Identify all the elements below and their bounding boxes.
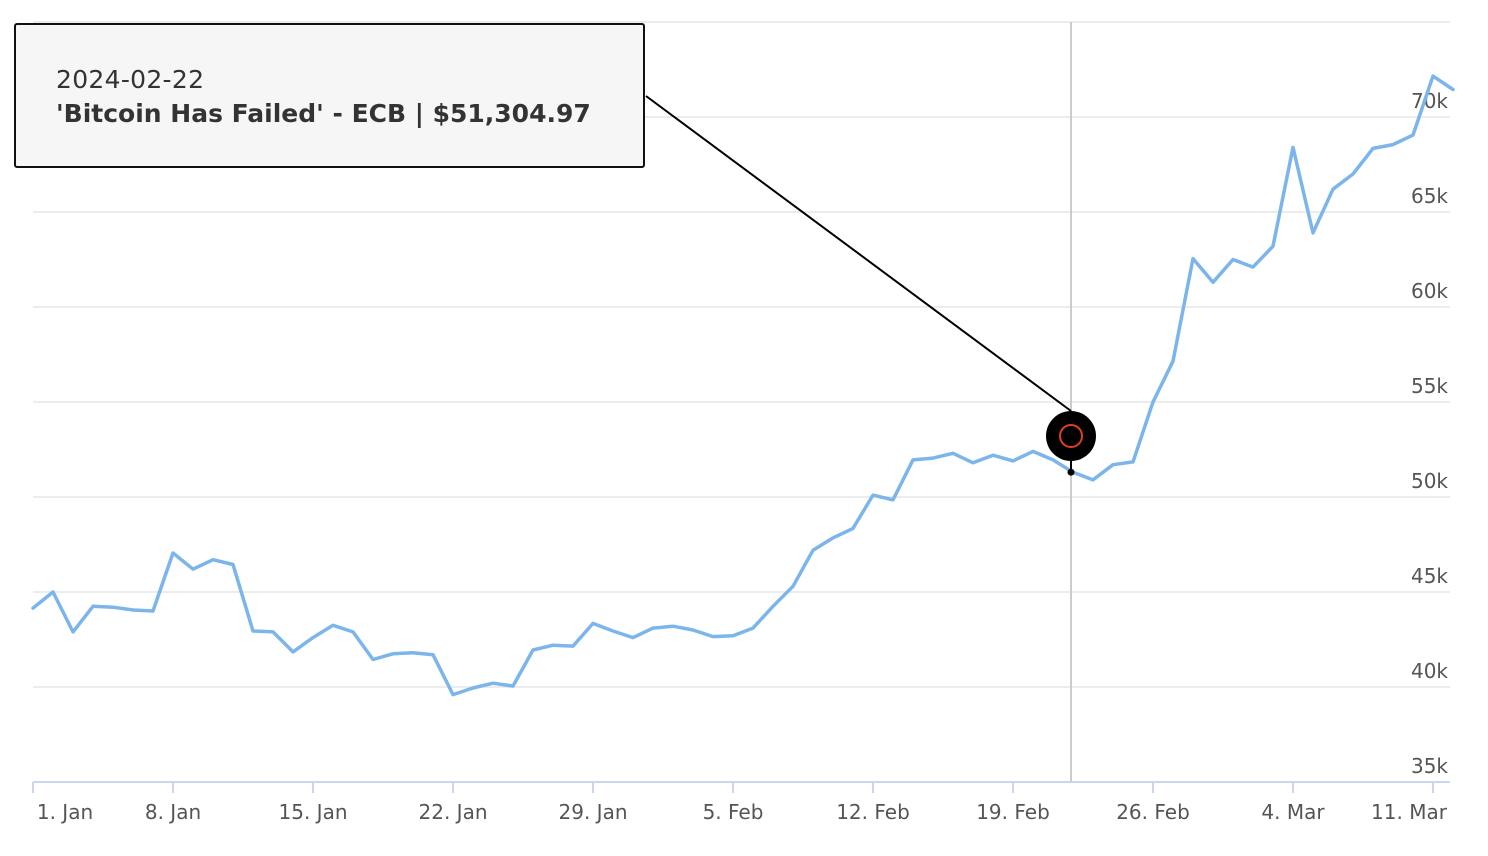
x-tick-label: 22. Jan	[419, 800, 488, 824]
price-series-line[interactable]	[31, 74, 1455, 697]
y-tick-label: 70k	[1411, 89, 1448, 113]
x-tick-label: 8. Jan	[145, 800, 201, 824]
x-tick-label: 19. Feb	[976, 800, 1050, 824]
x-tick-label: 29. Jan	[559, 800, 628, 824]
y-axis-labels: 35k 40k 45k 50k 55k 60k 65k 70k	[1411, 89, 1448, 778]
tooltip-headline: 'Bitcoin Has Failed' - ECB | $51,304.97	[56, 99, 591, 128]
annotation-connector-line	[645, 95, 1072, 412]
x-tick-label: 15. Jan	[279, 800, 348, 824]
x-tick-label: 1. Jan	[37, 800, 93, 824]
annotation-marker-ring-icon	[1059, 424, 1083, 448]
y-tick-label: 65k	[1411, 184, 1448, 208]
y-tick-label: 60k	[1411, 279, 1448, 303]
x-tick-label: 26. Feb	[1116, 800, 1190, 824]
y-tick-label: 45k	[1411, 564, 1448, 588]
x-axis-ticks	[32, 782, 1434, 793]
annotation-point-dot[interactable]	[1067, 468, 1075, 476]
x-tick-label: 11. Mar	[1371, 800, 1448, 824]
y-tick-label: 40k	[1411, 659, 1448, 683]
tooltip-date: 2024-02-22	[56, 65, 205, 94]
x-tick-label: 12. Feb	[836, 800, 910, 824]
annotation-marker-icon[interactable]	[1046, 411, 1096, 461]
y-tick-label: 35k	[1411, 754, 1448, 778]
y-tick-label: 55k	[1411, 374, 1448, 398]
x-tick-label: 4. Mar	[1261, 800, 1325, 824]
y-tick-label: 50k	[1411, 469, 1448, 493]
x-axis-labels: 1. Jan 8. Jan 15. Jan 22. Jan 29. Jan 5. Feb 1…	[37, 800, 1448, 824]
annotation-tooltip: 2024-02-22 'Bitcoin Has Failed' - ECB | …	[14, 23, 645, 168]
x-tick-label: 5. Feb	[703, 800, 764, 824]
